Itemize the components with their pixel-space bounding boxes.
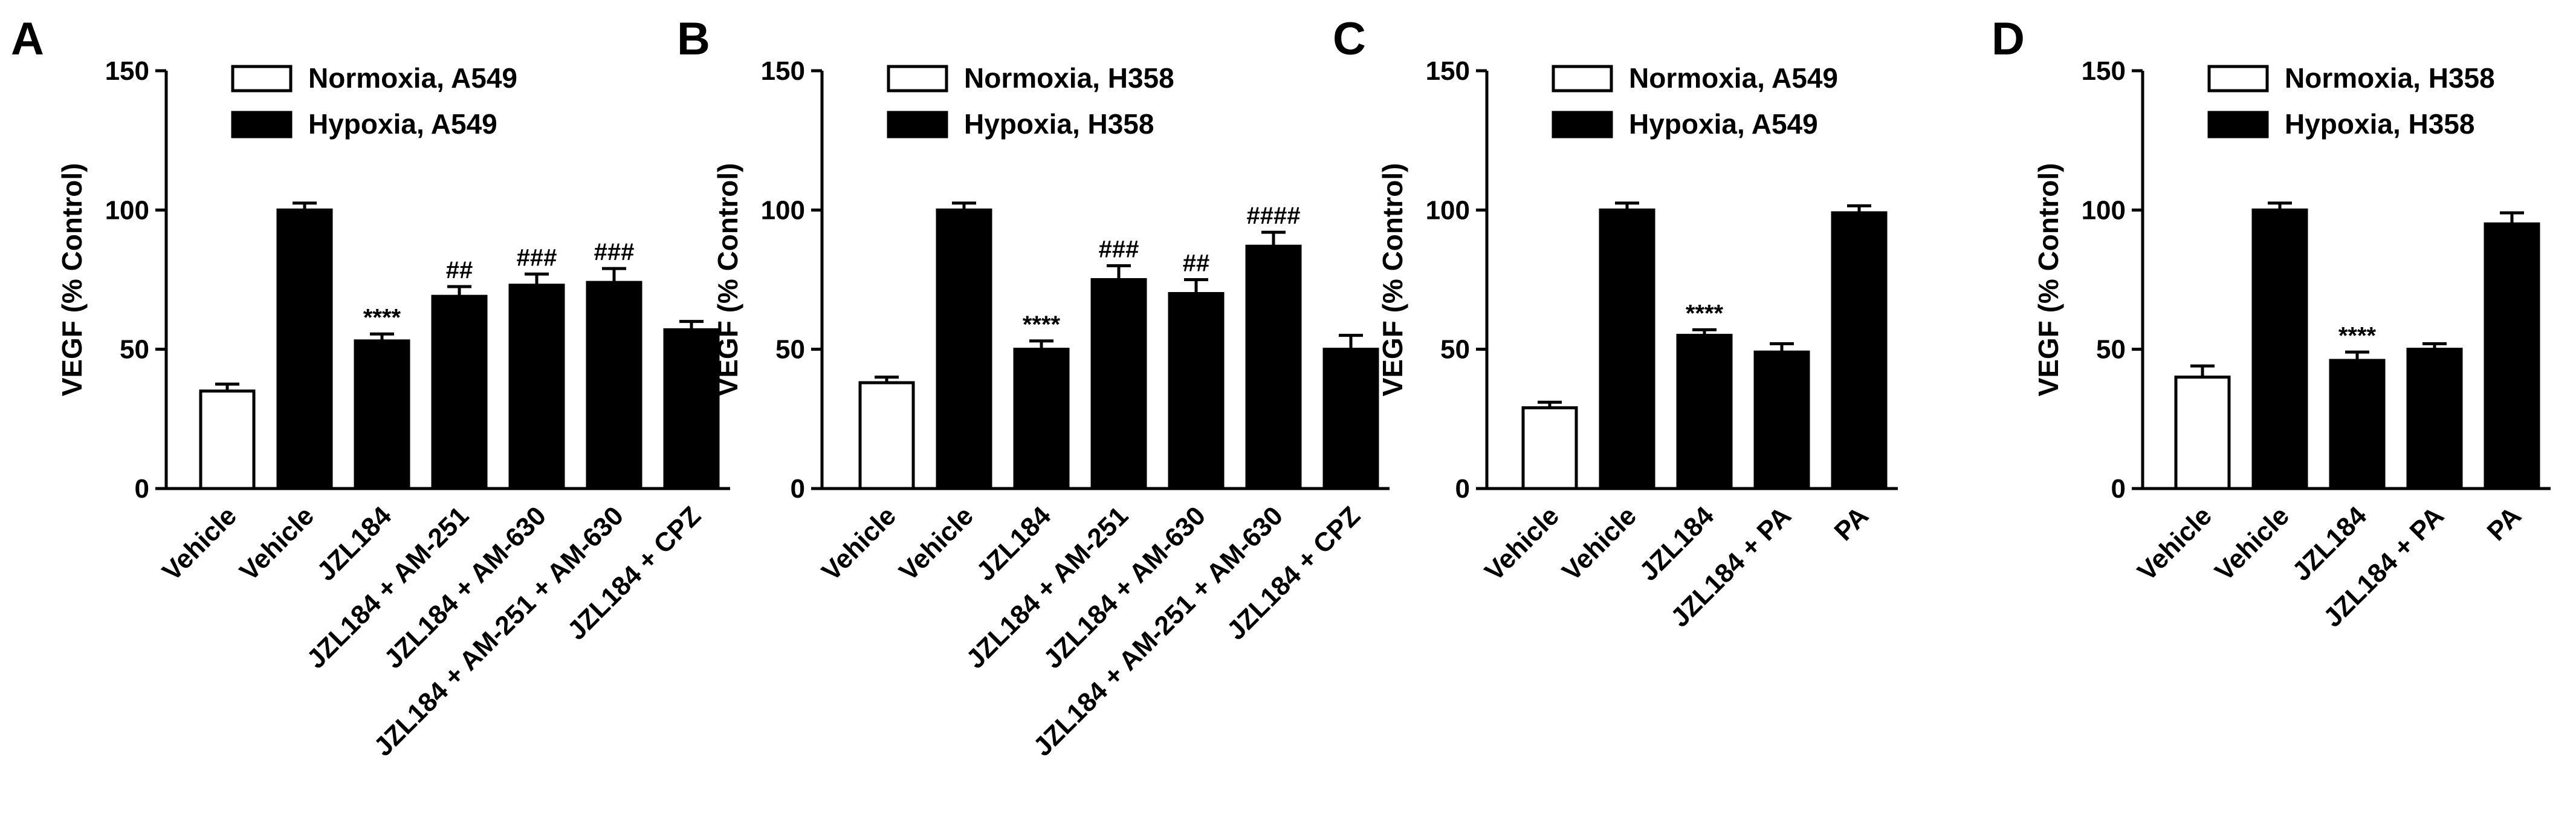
legend-label: Normoxia, A549: [308, 62, 517, 94]
legend-label: Normoxia, H358: [964, 62, 1174, 94]
y-tick-label: 0: [135, 474, 149, 504]
x-tick-label: Vehicle: [1556, 501, 1642, 586]
significance-label: ****: [363, 304, 401, 331]
x-tick-label: JZL184 + CPZ: [1222, 501, 1367, 646]
y-tick-label: 0: [2111, 474, 2126, 504]
y-tick-label: 50: [775, 335, 805, 365]
y-tick-label: 150: [761, 56, 805, 86]
legend-swatch: [887, 65, 948, 93]
panel-label: C: [1333, 13, 1366, 65]
chart-panel-c: C 0 50 100 150 VEGF (% Control) VehicleVehicle…: [1333, 13, 1898, 633]
x-tick-label: Vehicle: [893, 501, 979, 586]
y-tick-label: 150: [1426, 56, 1470, 86]
y-axis-label: VEGF (% Control): [1377, 163, 1408, 397]
bar: [1168, 292, 1225, 490]
bar: [2329, 359, 2386, 490]
panel-label: B: [677, 13, 710, 65]
x-tick-label: Vehicle: [234, 501, 320, 586]
chart-panel-b: B 0 50 100 150 VEGF (% Control) VehicleVehicle…: [677, 13, 1390, 762]
y-tick-label: 100: [761, 195, 805, 225]
bar: [2251, 208, 2308, 490]
legend-swatch: [231, 65, 293, 93]
legend-swatch: [1552, 111, 1613, 138]
y-axis-label: VEGF (% Control): [2033, 163, 2064, 397]
bar: [663, 328, 720, 490]
significance-label: ****: [1686, 300, 1724, 327]
bar: [431, 294, 488, 490]
panel-label: A: [11, 13, 44, 65]
significance-label: ##: [1183, 250, 1210, 277]
bar: [936, 208, 992, 490]
legend-label: Hypoxia, A549: [308, 108, 497, 140]
significance-label: ##: [446, 257, 473, 284]
x-tick-label: Vehicle: [2209, 501, 2295, 586]
y-tick-label: 150: [2082, 56, 2126, 86]
y-tick-label: 50: [2096, 335, 2126, 365]
bar: [1831, 211, 1888, 490]
significance-label: ****: [2338, 322, 2377, 349]
significance-label: ###: [1099, 236, 1139, 262]
y-tick-label: 0: [1455, 474, 1470, 504]
bar: [1013, 348, 1070, 490]
chart-panel-d: D 0 50 100 150 VEGF (% Control) VehicleVehicle…: [1992, 13, 2551, 633]
x-tick-label: Vehicle: [1479, 501, 1565, 586]
y-tick-label: 150: [105, 56, 149, 86]
bar: [508, 284, 565, 490]
legend-swatch: [887, 111, 948, 138]
legend-label: Normoxia, A549: [1629, 62, 1838, 94]
bar: [1753, 350, 1810, 490]
bar: [2174, 375, 2231, 490]
y-tick-label: 100: [1426, 195, 1470, 225]
bar: [586, 281, 642, 490]
bar: [199, 389, 256, 490]
bar: [1521, 406, 1578, 490]
bar: [1676, 334, 1733, 490]
legend-label: Hypoxia, H358: [2285, 108, 2474, 140]
bar: [1322, 348, 1379, 490]
y-tick-label: 100: [105, 195, 149, 225]
y-tick-label: 50: [120, 335, 149, 365]
y-tick-label: 50: [1440, 335, 1470, 365]
bar: [858, 381, 915, 490]
bar: [1599, 208, 1655, 490]
bar: [1245, 244, 1302, 490]
legend-swatch: [231, 111, 293, 138]
significance-label: ###: [594, 239, 635, 265]
x-tick-label: Vehicle: [2132, 501, 2218, 586]
significance-label: ####: [1247, 203, 1301, 229]
significance-label: ###: [517, 244, 557, 271]
bar: [276, 208, 333, 490]
y-axis-label: VEGF (% Control): [56, 163, 88, 397]
bar: [354, 339, 410, 490]
x-tick-label: PA: [2482, 501, 2528, 547]
x-tick-label: JZL184 + CPZ: [562, 501, 707, 646]
significance-label: ****: [1023, 311, 1061, 338]
x-tick-label: Vehicle: [157, 501, 242, 586]
y-tick-label: 0: [791, 474, 805, 504]
x-tick-label: PA: [1829, 501, 1875, 547]
legend-label: Hypoxia, H358: [964, 108, 1154, 140]
bar: [2406, 348, 2463, 490]
x-tick-label: Vehicle: [816, 501, 902, 586]
legend-swatch: [2207, 111, 2269, 138]
legend-swatch: [1552, 65, 1613, 93]
bar: [2484, 222, 2540, 490]
y-tick-label: 100: [2082, 195, 2126, 225]
panel-label: D: [1992, 13, 2025, 65]
y-axis-label: VEGF (% Control): [712, 163, 743, 397]
bar: [1090, 278, 1147, 490]
legend-label: Normoxia, H358: [2285, 62, 2495, 94]
legend-swatch: [2207, 65, 2269, 93]
chart-panel-a: A 0 50 100 150 VEGF (% Control) VehicleVehicle…: [11, 13, 730, 762]
legend-label: Hypoxia, A549: [1629, 108, 1818, 140]
